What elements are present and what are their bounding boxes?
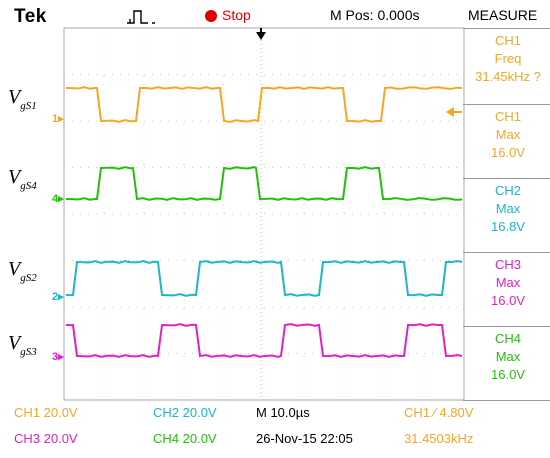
measurement-3[interactable]: CH2 Max 16.8V — [466, 182, 550, 236]
measurement-value: 16.0V — [491, 145, 525, 160]
timebase-readout[interactable]: M 10.0µs — [256, 405, 310, 420]
ch1-scale[interactable]: CH1 20.0V — [14, 405, 78, 420]
ch4-scale[interactable]: CH4 20.0V — [153, 431, 217, 446]
measurement-channel: CH3 — [494, 257, 521, 272]
measurement-type: Max — [495, 201, 521, 216]
signal-label-vgs1: VgS1 — [8, 86, 37, 112]
signal-label-vgs2: VgS2 — [8, 258, 37, 284]
measurement-4[interactable]: CH3 Max 16.0V — [466, 256, 550, 310]
trigger-readout[interactable]: CH1 ∕ 4.80V — [404, 405, 474, 420]
measurement-1[interactable]: CH1 Freq 31.45kHz ? — [466, 32, 550, 86]
horizontal-position-readout: M Pos: 0.000s — [330, 7, 420, 23]
measurement-value: 16.8V — [491, 219, 525, 234]
datetime-readout: 26-Nov-15 22:05 — [256, 431, 353, 446]
measurement-value: 16.0V — [491, 293, 525, 308]
measurement-channel: CH1 — [494, 33, 521, 48]
measurement-channel: CH1 — [494, 109, 521, 124]
signal-label-vgs3: VgS3 — [8, 332, 37, 358]
measurement-type: Max — [495, 127, 521, 142]
measurement-type: Freq — [494, 51, 522, 66]
waveform-traces — [65, 86, 463, 358]
trace-vgs2 — [65, 260, 463, 297]
ch4-ground-marker[interactable]: 4▸ — [52, 193, 64, 205]
measure-panel-title[interactable]: MEASURE — [468, 7, 538, 23]
ch3-scale[interactable]: CH3 20.0V — [14, 431, 78, 446]
run-state-label[interactable]: Stop — [222, 7, 251, 23]
measurement-2[interactable]: CH1 Max 16.0V — [466, 108, 550, 162]
pulse-trigger-icon — [127, 10, 155, 24]
measurement-type: Max — [495, 349, 521, 364]
measurement-value: 31.45kHz ? — [475, 69, 541, 84]
ch3-ground-marker[interactable]: 3▸ — [52, 351, 64, 363]
trace-vgs4 — [65, 166, 463, 201]
ch2-scale[interactable]: CH2 20.0V — [153, 405, 217, 420]
trigger-frequency-readout: 31.4503kHz — [404, 431, 474, 446]
measurement-channel: CH4 — [494, 331, 521, 346]
ch2-ground-marker[interactable]: 2▸ — [52, 291, 64, 303]
measurement-5[interactable]: CH4 Max 16.0V — [466, 330, 550, 384]
ch1-ground-marker[interactable]: 1▸ — [52, 113, 64, 125]
measurement-channel: CH2 — [494, 183, 521, 198]
brand-logo: Tek — [14, 6, 47, 27]
trace-vgs1 — [65, 86, 463, 123]
measurement-value: 16.0V — [491, 367, 525, 382]
trace-vgs3 — [65, 323, 463, 358]
stop-status-icon — [205, 10, 217, 22]
trigger-level-icon — [446, 107, 454, 117]
signal-label-vgs4: VgS4 — [8, 166, 37, 192]
graticule-grid — [64, 28, 464, 400]
measurement-type: Max — [495, 275, 521, 290]
trigger-position-icon — [256, 32, 266, 40]
